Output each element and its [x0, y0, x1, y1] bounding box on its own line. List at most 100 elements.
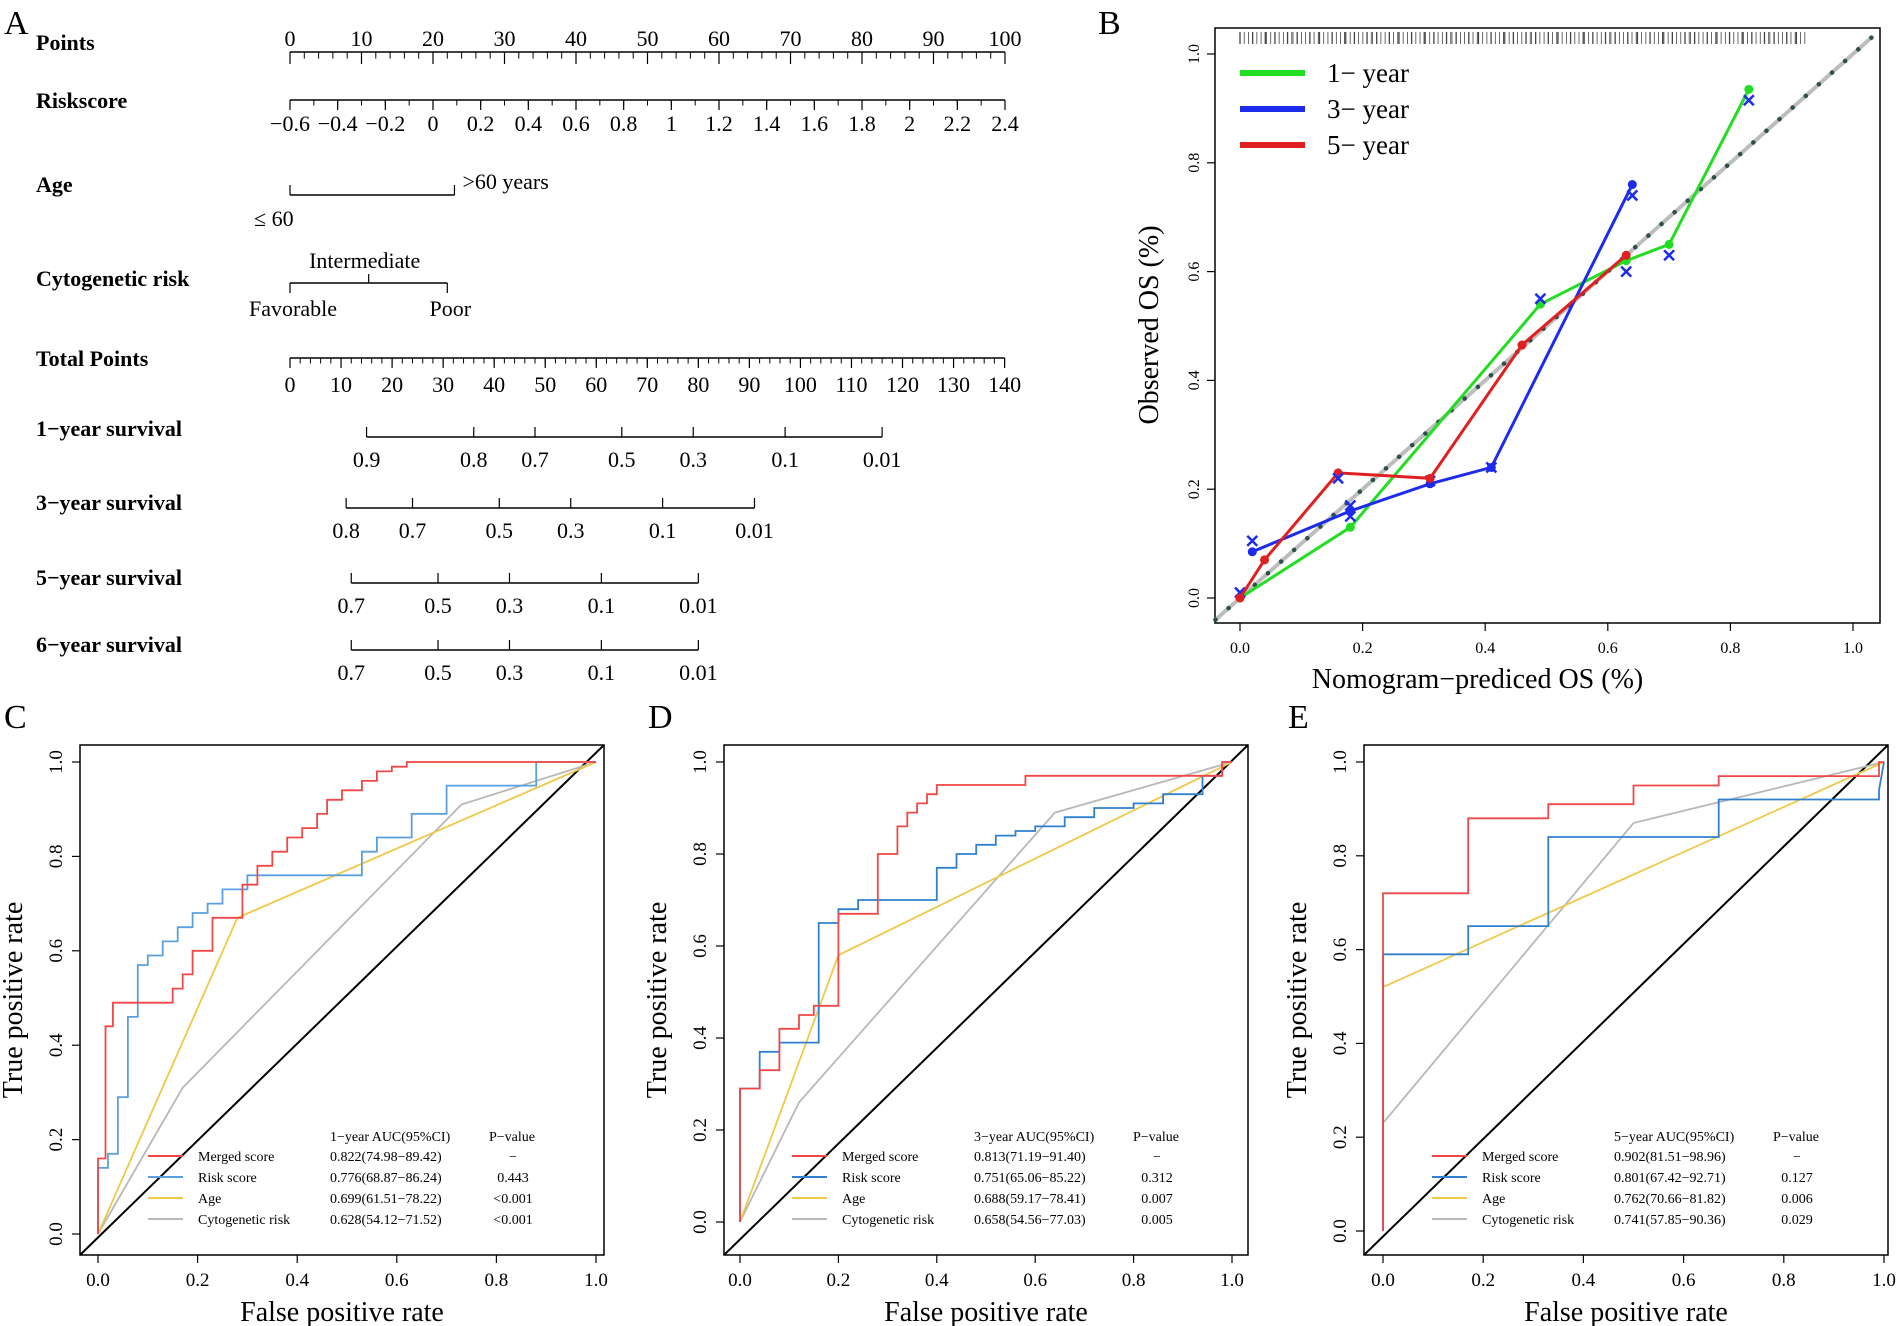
- y-axis-label: True positive rate: [0, 902, 29, 1099]
- tick-label: 120: [886, 372, 919, 397]
- calibration-line-3-year: [1251, 183, 1634, 554]
- y-tick-label: 0.2: [46, 1128, 67, 1152]
- reference-dot: [1396, 454, 1402, 460]
- x-tick-label: 0.2: [1353, 640, 1373, 657]
- x-tick-label: 0.8: [1772, 1270, 1796, 1291]
- nomogram-row-label: 1−year survival: [36, 416, 182, 441]
- roc-curve-merged-score: [97, 761, 596, 1234]
- reference-dot: [1829, 70, 1835, 75]
- reference-dot: [1226, 605, 1231, 611]
- chance-diagonal: [79, 744, 605, 1256]
- level-label: >60 years: [462, 169, 548, 194]
- legend-series-name: Cytogenetic risk: [842, 1213, 934, 1228]
- tick-label: 1.4: [753, 111, 781, 136]
- y-tick-label: 0.8: [690, 842, 711, 866]
- legend-auc: 0.813(71.19−91.40): [974, 1150, 1086, 1165]
- level-label: Poor: [430, 296, 472, 321]
- reference-dot: [1305, 535, 1310, 541]
- roc-panel-1-year: 0.0 0.0 0.2 0.2 0.4 0.4 0.6 0.6 0.8 0.8 1.0 1.0 Fals…: [0, 744, 608, 1326]
- tick-label: 20: [422, 26, 444, 51]
- x-tick-label: 0.0: [86, 1270, 110, 1291]
- calibration-point: [1345, 522, 1355, 532]
- calibration-point: [1621, 250, 1631, 260]
- legend-auc: 0.688(59.17−78.41): [974, 1192, 1086, 1207]
- tick-label: 70: [780, 26, 802, 51]
- legend-auc: 0.741(57.85−90.36): [1614, 1213, 1726, 1228]
- tick-label: 0.4: [515, 111, 543, 136]
- tick-label: 1.2: [705, 111, 733, 136]
- legend-p-value: 0.443: [497, 1171, 529, 1186]
- reference-dot: [1803, 93, 1809, 99]
- tick-label: 0.1: [588, 660, 616, 685]
- tick-label: 140: [988, 372, 1021, 397]
- tick-label: 0.01: [735, 518, 774, 543]
- y-tick-label: 0.8: [46, 845, 67, 869]
- y-tick-label: 0.2: [1186, 479, 1203, 499]
- x-axis-label: False positive rate: [884, 1297, 1088, 1326]
- y-tick-label: 0.6: [1330, 938, 1351, 962]
- reference-dot: [1659, 221, 1664, 227]
- nomogram-panel: Points Riskscore Age Cytogenetic risk Total …: [36, 26, 1022, 685]
- tick-label: 0.8: [332, 518, 360, 543]
- panel-label-a: A: [4, 5, 29, 42]
- reference-dot: [1751, 140, 1756, 145]
- legend-auc: 0.751(65.06−85.22): [974, 1171, 1086, 1186]
- tick-label: 0.3: [679, 447, 707, 472]
- tick-label: 1.8: [848, 111, 876, 136]
- legend-p-value: 0.029: [1781, 1213, 1813, 1228]
- reference-dot: [1488, 372, 1494, 378]
- bootstrap-mark: [1344, 499, 1357, 512]
- tick-label: 80: [851, 26, 873, 51]
- legend-series-name: Age: [198, 1192, 221, 1207]
- tick-label: 10: [330, 372, 352, 397]
- legend-header-auc: 5−year AUC(95%CI): [1614, 1130, 1735, 1145]
- legend-header-auc: 1−year AUC(95%CI): [330, 1130, 451, 1145]
- y-tick-label: 0.4: [1186, 370, 1203, 390]
- reference-dot: [1777, 116, 1782, 122]
- bootstrap-mark: [1534, 292, 1547, 305]
- tick-label: 0.9: [353, 447, 381, 472]
- x-axis-label: False positive rate: [1524, 1297, 1728, 1326]
- legend-series-name: Cytogenetic risk: [1482, 1213, 1574, 1228]
- legend-p-value: 0.127: [1781, 1171, 1813, 1186]
- bootstrap-mark: [1742, 94, 1755, 107]
- y-axis-label: True positive rate: [1282, 902, 1313, 1099]
- tick-label: 0.5: [486, 518, 514, 543]
- tick-label: 30: [494, 26, 516, 51]
- calibration-point: [1425, 473, 1435, 483]
- tick-label: 0: [428, 111, 439, 136]
- tick-label: 30: [432, 372, 454, 397]
- tick-label: 0.01: [679, 660, 718, 685]
- legend-series-name: Age: [842, 1192, 865, 1207]
- roc-curve-cytogenetic-risk: [97, 761, 597, 1235]
- y-axis-label: True positive rate: [642, 902, 673, 1099]
- bootstrap-mark: [1663, 249, 1675, 262]
- legend-label: 3− year: [1327, 94, 1409, 124]
- legend-p-value: −: [509, 1150, 517, 1165]
- x-tick-label: 0.0: [1230, 640, 1250, 657]
- tick-label: 0.6: [562, 111, 590, 136]
- tick-label: 0: [285, 26, 296, 51]
- reference-dot: [1764, 128, 1769, 134]
- reference-dot: [1383, 466, 1389, 471]
- x-tick-label: 1.0: [1843, 640, 1863, 657]
- x-tick-label: 0.4: [925, 1270, 949, 1291]
- tick-label: 0.8: [610, 111, 638, 136]
- nomogram-row-label: 6−year survival: [36, 632, 182, 657]
- y-tick-label: 0.4: [46, 1033, 67, 1057]
- y-tick-label: 0.4: [1330, 1031, 1351, 1055]
- panel-label-c: C: [4, 699, 27, 736]
- tick-label: 70: [636, 372, 658, 397]
- tick-label: 0.5: [608, 447, 636, 472]
- reference-dot: [1711, 175, 1717, 180]
- tick-label: 90: [923, 26, 945, 51]
- x-tick-label: 0.6: [1023, 1270, 1047, 1291]
- reference-dot: [1370, 477, 1376, 483]
- bootstrap-mark: [1332, 472, 1344, 485]
- tick-label: 1.6: [801, 111, 829, 136]
- calibration-point: [1517, 340, 1527, 350]
- legend-series-name: Cytogenetic risk: [198, 1213, 290, 1228]
- x-tick-label: 0.4: [285, 1270, 309, 1291]
- y-axis-label: Observed OS (%): [1134, 225, 1165, 424]
